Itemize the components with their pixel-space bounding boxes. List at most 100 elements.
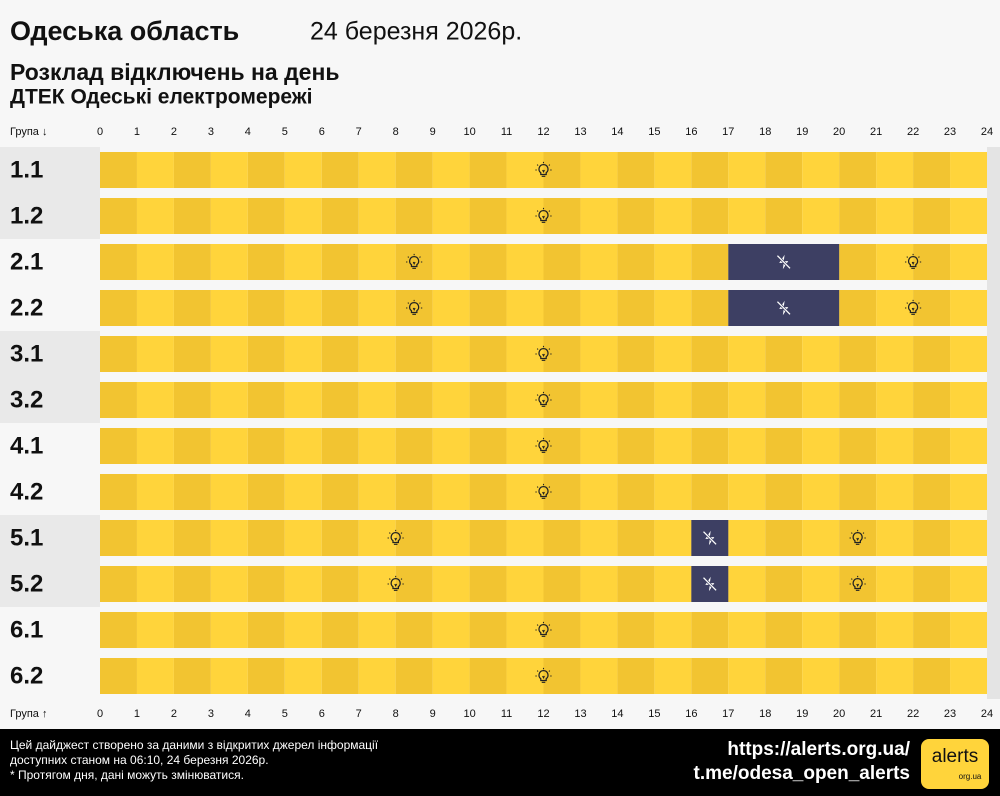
hour-cell xyxy=(876,244,914,280)
hour-cell xyxy=(210,382,248,418)
hour-cell xyxy=(432,152,470,188)
hour-cell xyxy=(136,566,174,602)
hour-cell xyxy=(580,428,618,464)
hour-cell xyxy=(247,336,285,372)
hour-cell xyxy=(543,336,581,372)
hour-cell xyxy=(358,474,396,510)
hour-cell xyxy=(173,566,211,602)
link[interactable]: https://alerts.org.ua/ xyxy=(727,739,910,760)
hour-cell xyxy=(543,428,581,464)
logo-sub: org.ua xyxy=(959,772,982,781)
row-bg-right xyxy=(987,377,1000,423)
hour-cell xyxy=(136,336,174,372)
hour-cell xyxy=(432,612,470,648)
hour-cell xyxy=(506,198,544,234)
hour-cell xyxy=(543,612,581,648)
row-bg xyxy=(0,515,100,561)
hour-cell xyxy=(321,244,359,280)
hour-cell xyxy=(950,428,987,464)
hour-cell xyxy=(580,520,618,556)
hour-cell xyxy=(617,658,655,694)
hour-cell xyxy=(432,244,470,280)
x-tick-label: 3 xyxy=(208,708,214,720)
hour-cell xyxy=(210,566,248,602)
hour-cell xyxy=(321,152,359,188)
group-label: Група ↑ xyxy=(10,708,47,720)
hour-cell xyxy=(728,152,766,188)
hour-cell xyxy=(136,382,174,418)
hour-cell xyxy=(210,658,248,694)
hour-cell xyxy=(100,382,137,418)
hour-cell xyxy=(950,520,987,556)
hour-cell xyxy=(691,428,729,464)
hour-cell xyxy=(617,336,655,372)
hour-cell xyxy=(432,520,470,556)
hour-cell xyxy=(100,198,137,234)
hour-cell xyxy=(691,152,729,188)
hour-cell xyxy=(765,612,803,648)
hour-cell xyxy=(321,198,359,234)
hour-cell xyxy=(247,566,285,602)
hour-cell xyxy=(395,198,433,234)
hour-cell xyxy=(100,612,137,648)
hour-cell xyxy=(358,566,396,602)
hour-cell xyxy=(839,382,877,418)
hour-cell xyxy=(802,474,840,510)
x-tick-label: 1 xyxy=(134,126,140,138)
x-tick-label: 21 xyxy=(870,126,882,138)
x-tick-label: 12 xyxy=(537,708,549,720)
hour-cell xyxy=(876,336,914,372)
hour-cell xyxy=(691,382,729,418)
hour-cell xyxy=(876,382,914,418)
hour-cell xyxy=(654,612,692,648)
hour-cell xyxy=(136,428,174,464)
group-label: Група ↓ xyxy=(10,126,47,138)
hour-cell xyxy=(173,428,211,464)
hour-cell xyxy=(358,198,396,234)
hour-cell xyxy=(802,658,840,694)
hour-cell xyxy=(136,244,174,280)
hour-cell xyxy=(913,198,951,234)
hour-cell xyxy=(617,428,655,464)
hour-cell xyxy=(580,612,618,648)
x-tick-label: 16 xyxy=(685,708,697,720)
hour-cell xyxy=(617,612,655,648)
hour-cell xyxy=(950,244,987,280)
hour-cell xyxy=(839,520,877,556)
row-bg-right xyxy=(987,239,1000,285)
hour-cell xyxy=(913,612,951,648)
hour-cell xyxy=(358,612,396,648)
hour-cell xyxy=(321,336,359,372)
hour-cell xyxy=(913,336,951,372)
hour-cell xyxy=(469,428,507,464)
x-tick-label: 8 xyxy=(393,708,399,720)
x-tick-label: 2 xyxy=(171,126,177,138)
x-tick-label: 18 xyxy=(759,126,771,138)
link[interactable]: t.me/odesa_open_alerts xyxy=(694,763,910,784)
hour-cell xyxy=(173,244,211,280)
hour-cell xyxy=(654,244,692,280)
hour-cell xyxy=(913,474,951,510)
hour-cell xyxy=(839,612,877,648)
hour-cell xyxy=(839,244,877,280)
hour-cell xyxy=(358,520,396,556)
hour-cell xyxy=(654,382,692,418)
hour-cell xyxy=(617,290,655,326)
hour-cell xyxy=(876,428,914,464)
hour-cell xyxy=(802,198,840,234)
hour-cell xyxy=(395,520,433,556)
x-tick-label: 22 xyxy=(907,708,919,720)
x-tick-label: 1 xyxy=(134,708,140,720)
hour-cell xyxy=(802,428,840,464)
hour-cell xyxy=(654,658,692,694)
row-bg-right xyxy=(987,285,1000,331)
hour-cell xyxy=(580,474,618,510)
hour-cell xyxy=(358,152,396,188)
hour-cell xyxy=(469,520,507,556)
hour-cell xyxy=(432,474,470,510)
hour-cell xyxy=(247,198,285,234)
hour-cell xyxy=(100,290,137,326)
x-tick-label: 23 xyxy=(944,708,956,720)
x-tick-label: 17 xyxy=(722,126,734,138)
hour-cell xyxy=(247,474,285,510)
